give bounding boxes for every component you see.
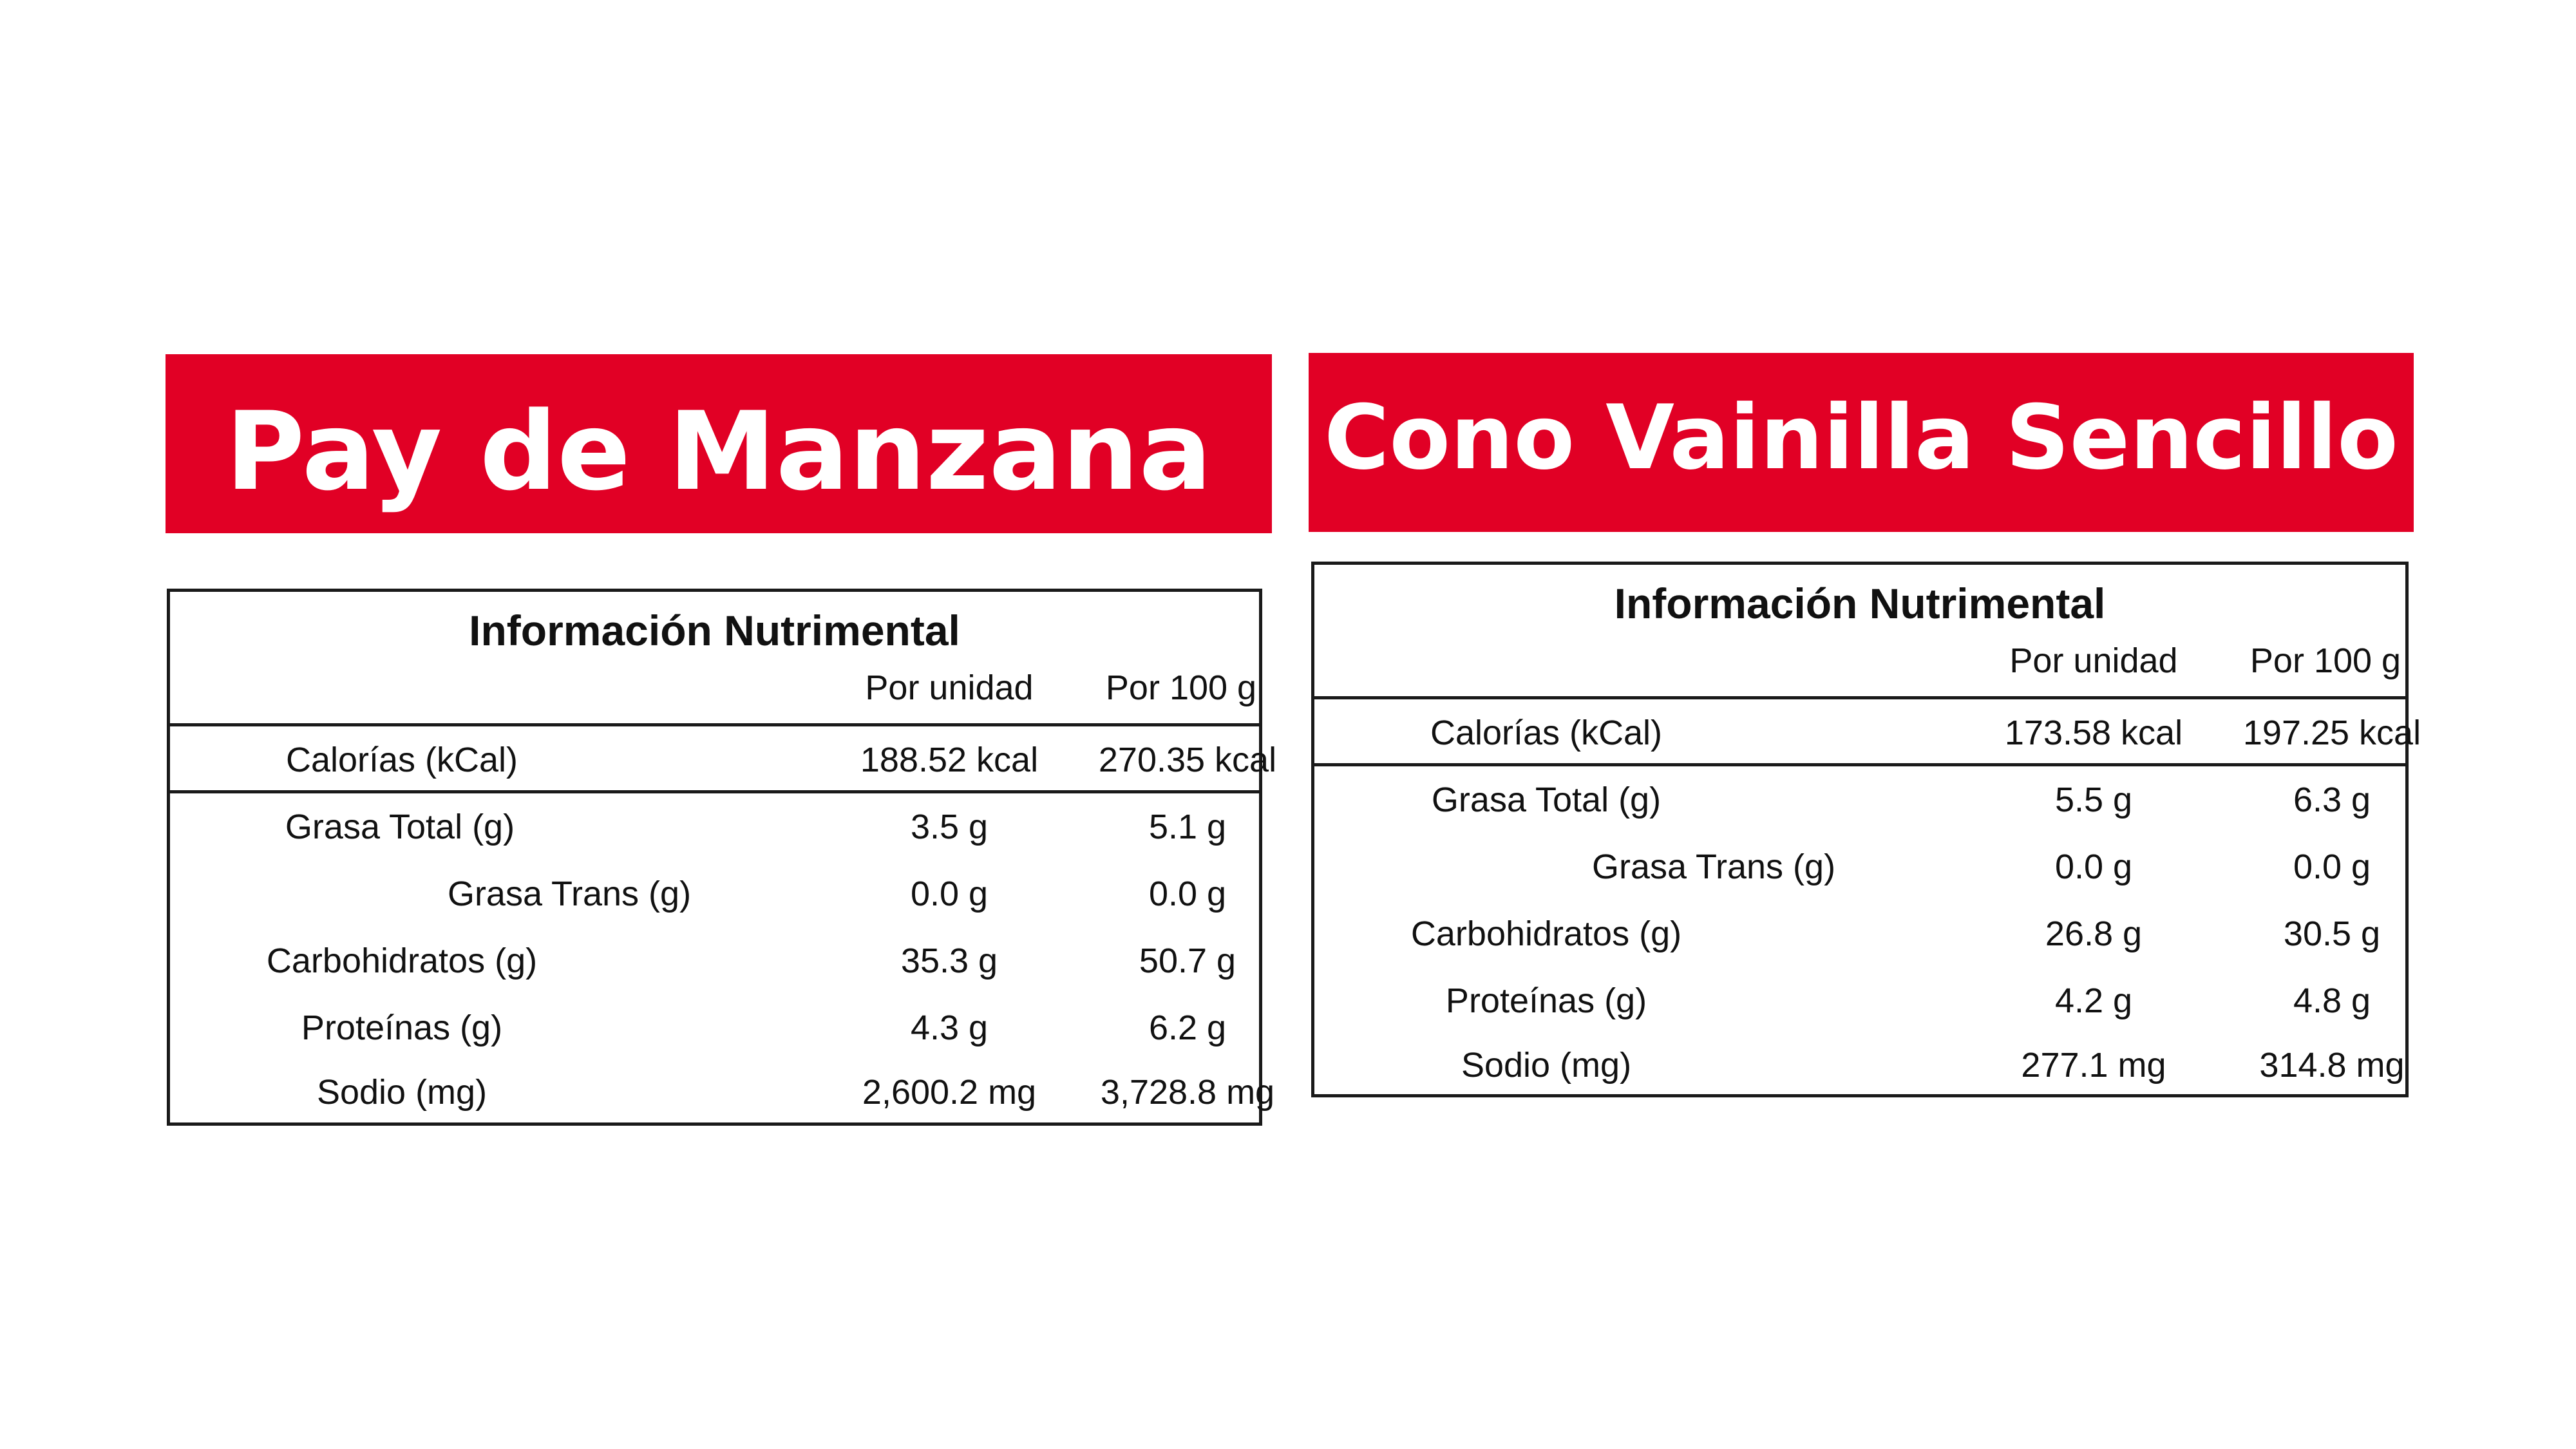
nutrient-row: Proteínas (g) 4.2 g 4.8 g bbox=[1314, 967, 2405, 1034]
nutrition-table-right: Información Nutrimental Por unidad Por 1… bbox=[1311, 562, 2421, 1099]
calories-label: Calorías (kCal) bbox=[1430, 714, 1663, 752]
product-title-banner-left: Pay de Manzana bbox=[166, 354, 1272, 533]
calories-per-100g: 197.25 kcal bbox=[2242, 714, 2421, 752]
nutrient-per-unit: 0.0 g bbox=[2054, 848, 2133, 886]
nutrient-label: Sodio (mg) bbox=[1461, 1046, 1632, 1084]
nutrient-per-unit: 5.5 g bbox=[2054, 781, 2133, 819]
nutrient-per-100g: 30.5 g bbox=[2283, 914, 2381, 953]
nutrient-label: Proteínas (g) bbox=[301, 1009, 503, 1047]
nutrition-table-title: Información Nutrimental bbox=[469, 607, 960, 654]
product-title-banner-right: Cono Vainilla Sencillo bbox=[1309, 353, 2414, 532]
nutrient-per-unit: 26.8 g bbox=[2045, 914, 2143, 953]
nutrient-per-unit: 277.1 mg bbox=[2021, 1046, 2166, 1084]
nutrient-label: Carbohidratos (g) bbox=[1410, 914, 1682, 953]
nutrient-label: Grasa Total (g) bbox=[285, 808, 515, 846]
nutrient-label: Proteínas (g) bbox=[1445, 981, 1647, 1020]
calories-divider bbox=[170, 790, 1259, 793]
nutrient-row: Carbohidratos (g) 26.8 g 30.5 g bbox=[1314, 900, 2405, 967]
nutrient-per-100g: 5.1 g bbox=[1148, 808, 1227, 846]
calories-per-100g: 270.35 kcal bbox=[1098, 741, 1277, 779]
nutrient-per-unit: 0.0 g bbox=[910, 875, 989, 913]
column-header-per-unit: Por unidad bbox=[865, 668, 1034, 707]
nutrient-per-100g: 4.8 g bbox=[2293, 981, 2371, 1020]
product-title-right: Cono Vainilla Sencillo bbox=[1324, 385, 2398, 489]
calories-per-unit: 173.58 kcal bbox=[2004, 714, 2183, 752]
header-divider bbox=[170, 723, 1259, 726]
nutrient-per-unit: 4.3 g bbox=[910, 1009, 989, 1047]
nutrient-per-unit: 4.2 g bbox=[2054, 981, 2133, 1020]
calories-label: Calorías (kCal) bbox=[285, 741, 518, 779]
nutrient-label: Grasa Total (g) bbox=[1431, 781, 1662, 819]
nutrient-per-100g: 50.7 g bbox=[1139, 942, 1236, 980]
nutrient-row: Grasa Trans (g) 0.0 g 0.0 g bbox=[1314, 833, 2405, 900]
calories-row: Calorías (kCal) 188.52 kcal 270.35 kcal bbox=[170, 726, 1276, 793]
nutrient-per-100g: 0.0 g bbox=[2293, 848, 2371, 886]
nutrient-per-100g: 0.0 g bbox=[1148, 875, 1227, 913]
nutrient-label: Sodio (mg) bbox=[316, 1073, 488, 1112]
column-header-per-unit: Por unidad bbox=[2009, 641, 2178, 680]
product-title-left: Pay de Manzana bbox=[225, 388, 1212, 515]
calories-per-unit: 188.52 kcal bbox=[860, 741, 1039, 779]
nutrient-row: Grasa Total (g) 5.5 g 6.3 g bbox=[1314, 766, 2405, 833]
nutrient-label: Grasa Trans (g) bbox=[1591, 848, 1836, 886]
nutrient-row: Proteínas (g) 4.3 g 6.2 g bbox=[170, 994, 1259, 1061]
calories-divider bbox=[1314, 763, 2405, 766]
nutrient-per-100g: 3,728.8 mg bbox=[1100, 1073, 1275, 1112]
nutrition-table-title: Información Nutrimental bbox=[1614, 580, 2106, 627]
nutrient-row: Carbohidratos (g) 35.3 g 50.7 g bbox=[170, 927, 1259, 994]
nutrient-row: Grasa Total (g) 3.5 g 5.1 g bbox=[170, 793, 1259, 860]
nutrient-row: Sodio (mg) 277.1 mg 314.8 mg bbox=[1314, 1032, 2405, 1099]
column-header-per-100g: Por 100 g bbox=[2249, 641, 2401, 680]
nutrient-per-unit: 2,600.2 mg bbox=[862, 1073, 1037, 1112]
nutrient-per-100g: 6.2 g bbox=[1148, 1009, 1227, 1047]
nutrient-per-unit: 3.5 g bbox=[910, 808, 989, 846]
nutrient-row: Grasa Trans (g) 0.0 g 0.0 g bbox=[170, 860, 1259, 927]
calories-row: Calorías (kCal) 173.58 kcal 197.25 kcal bbox=[1314, 699, 2421, 766]
nutrient-per-100g: 6.3 g bbox=[2293, 781, 2371, 819]
column-header-per-100g: Por 100 g bbox=[1105, 668, 1257, 707]
header-divider bbox=[1314, 696, 2405, 699]
nutrient-row: Sodio (mg) 2,600.2 mg 3,728.8 mg bbox=[170, 1059, 1274, 1126]
nutrient-label: Carbohidratos (g) bbox=[266, 942, 538, 980]
nutrient-label: Grasa Trans (g) bbox=[447, 875, 692, 913]
nutrient-per-unit: 35.3 g bbox=[900, 942, 998, 980]
nutrient-per-100g: 314.8 mg bbox=[2259, 1046, 2405, 1084]
nutrition-table-left: Información Nutrimental Por unidad Por 1… bbox=[167, 589, 1276, 1126]
